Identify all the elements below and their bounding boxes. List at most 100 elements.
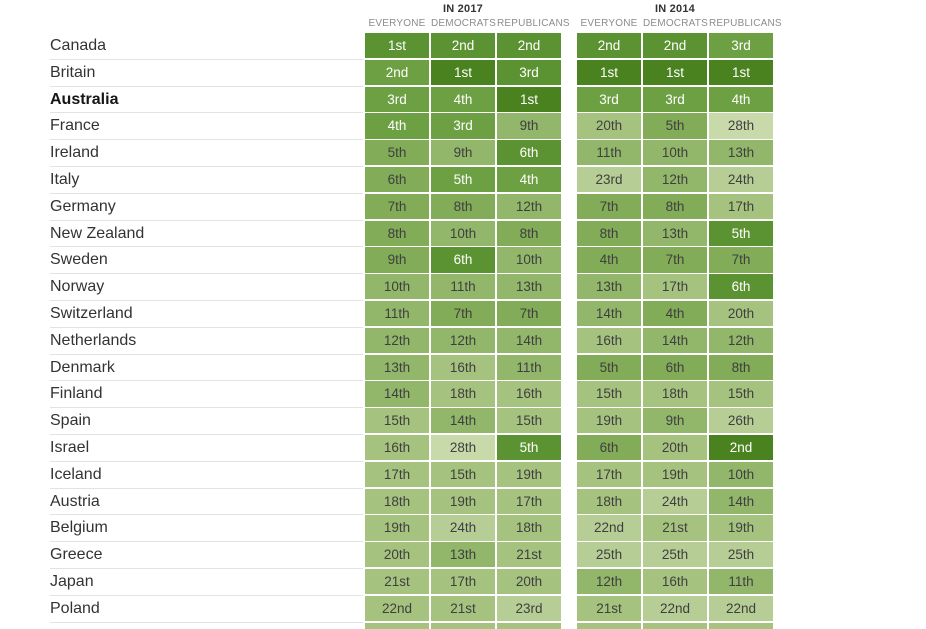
rank-cell <box>577 622 641 629</box>
column-group-title-2014: IN 2014 <box>655 3 695 15</box>
rank-cell: 13th <box>497 274 561 300</box>
cell-group-2014: 21st 22nd 22nd <box>577 595 773 621</box>
rank-cell: 4th <box>365 113 429 139</box>
cell-group-2014 <box>577 622 773 629</box>
rank-cell: 21st <box>431 595 495 621</box>
rank-cell: 4th <box>497 166 561 193</box>
rank-cell: 11th <box>431 274 495 300</box>
rank-cell: 6th <box>709 274 773 300</box>
rank-cell: 8th <box>643 193 707 219</box>
rank-cell: 13th <box>709 140 773 166</box>
rank-cell: 1st <box>365 33 429 59</box>
rank-cell: 5th <box>431 166 495 193</box>
table-row: Canada 1st 2nd 2nd 2nd 2nd 3rd <box>0 33 926 60</box>
rank-cell: 20th <box>643 434 707 461</box>
rank-cell: 6th <box>431 247 495 273</box>
rank-cell: 7th <box>709 247 773 273</box>
cell-group-2014: 22nd 21st 19th <box>577 515 773 541</box>
rank-cell: 8th <box>709 354 773 380</box>
rank-cell: 21st <box>643 515 707 541</box>
cell-group-2014: 18th 24th 14th <box>577 488 773 514</box>
rank-cell: 1st <box>577 59 641 85</box>
cell-group-2017: 11th 7th 7th <box>365 300 561 327</box>
rank-cell: 16th <box>643 568 707 595</box>
rank-cell: 1st <box>709 59 773 85</box>
rank-cell: 18th <box>643 381 707 407</box>
rank-cell: 13th <box>643 220 707 246</box>
rank-cell: 7th <box>431 300 495 327</box>
rank-cell: 3rd <box>709 33 773 59</box>
rank-cell: 18th <box>431 381 495 407</box>
rank-cell: 6th <box>643 354 707 380</box>
rank-cell: 11th <box>577 140 641 166</box>
rank-cell: 13th <box>431 542 495 568</box>
rank-cell: 12th <box>497 193 561 219</box>
rank-cell: 12th <box>643 166 707 193</box>
table-row: Poland 22nd 21st 23rd 21st 22nd 22nd <box>0 594 926 623</box>
table-row: Switzerland 11th 7th 7th 14th 4th 20th <box>0 299 926 328</box>
rank-cell: 16th <box>577 327 641 353</box>
rank-cell: 7th <box>365 193 429 219</box>
cell-group-2017: 5th 9th 6th <box>365 140 561 166</box>
rank-cell: 15th <box>709 381 773 407</box>
cell-group-2017: 3rd 4th 1st <box>365 86 561 112</box>
rank-cell: 23rd <box>577 166 641 193</box>
table-row: Iceland 17th 15th 19th 17th 19th 10th <box>0 460 926 489</box>
cell-group-2017: 2nd 1st 3rd <box>365 59 561 85</box>
rank-cell: 2nd <box>709 434 773 461</box>
table-row: Australia 3rd 4th 1st 3rd 3rd 4th <box>0 85 926 114</box>
rank-cell: 17th <box>431 568 495 595</box>
cell-group-2014: 16th 14th 12th <box>577 327 773 353</box>
rank-cell: 5th <box>497 434 561 461</box>
country-label: Belgium <box>50 519 108 537</box>
cell-group-2014: 20th 5th 28th <box>577 113 773 139</box>
cell-group-2017 <box>365 622 561 629</box>
table-row: Norway 10th 11th 13th 13th 17th 6th <box>0 273 926 301</box>
rank-cell: 1st <box>431 59 495 85</box>
country-label: Poland <box>50 599 100 617</box>
rank-cell: 6th <box>577 434 641 461</box>
rank-cell: 4th <box>431 86 495 112</box>
rank-cell: 17th <box>709 193 773 219</box>
country-label: Canada <box>50 37 107 54</box>
cell-group-2017: 20th 13th 21st <box>365 542 561 568</box>
rank-cell: 19th <box>709 515 773 541</box>
rank-cell: 16th <box>365 434 429 461</box>
rank-cell: 11th <box>709 568 773 595</box>
country-label: France <box>50 117 100 135</box>
rank-cell: 25th <box>643 542 707 568</box>
rank-cell <box>709 622 773 629</box>
country-label: Israel <box>50 438 90 456</box>
rank-cell: 1st <box>497 86 561 112</box>
country-label: Australia <box>50 90 119 108</box>
table-row: Italy 6th 5th 4th 23rd 12th 24th <box>0 165 926 194</box>
cell-group-2014: 5th 6th 8th <box>577 354 773 380</box>
rank-cell <box>431 622 495 629</box>
rank-cell: 28th <box>431 434 495 461</box>
rank-cell: 10th <box>709 461 773 487</box>
table-row: France 4th 3rd 9th 20th 5th 28th <box>0 112 926 140</box>
country-label: Netherlands <box>50 331 137 349</box>
rank-cell: 2nd <box>497 33 561 59</box>
cell-group-2017: 21st 17th 20th <box>365 568 561 595</box>
rank-cell: 15th <box>431 461 495 487</box>
rank-cell: 3rd <box>497 59 561 85</box>
cell-group-2014: 1st 1st 1st <box>577 59 773 85</box>
rank-cell: 3rd <box>431 113 495 139</box>
table-row: Japan 21st 17th 20th 12th 16th 11th <box>0 567 926 596</box>
country-label: Denmark <box>50 358 115 376</box>
table-row: Netherlands 12th 12th 14th 16th 14th 12th <box>0 326 926 355</box>
cell-group-2017: 8th 10th 8th <box>365 220 561 246</box>
rank-cell: 14th <box>431 408 495 434</box>
cell-group-2014: 11th 10th 13th <box>577 140 773 166</box>
cell-group-2014: 23rd 12th 24th <box>577 166 773 193</box>
subheader-row-2014: EVERYONE DEMOCRATS REPUBLICANS <box>577 18 782 29</box>
rank-cell <box>643 622 707 629</box>
rank-cell: 10th <box>365 274 429 300</box>
column-group-title-2017: IN 2017 <box>443 3 483 15</box>
cell-group-2017: 19th 24th 18th <box>365 515 561 541</box>
rank-cell: 5th <box>577 354 641 380</box>
rank-cell: 26th <box>709 408 773 434</box>
rank-cell: 18th <box>497 515 561 541</box>
rank-cell: 14th <box>365 381 429 407</box>
